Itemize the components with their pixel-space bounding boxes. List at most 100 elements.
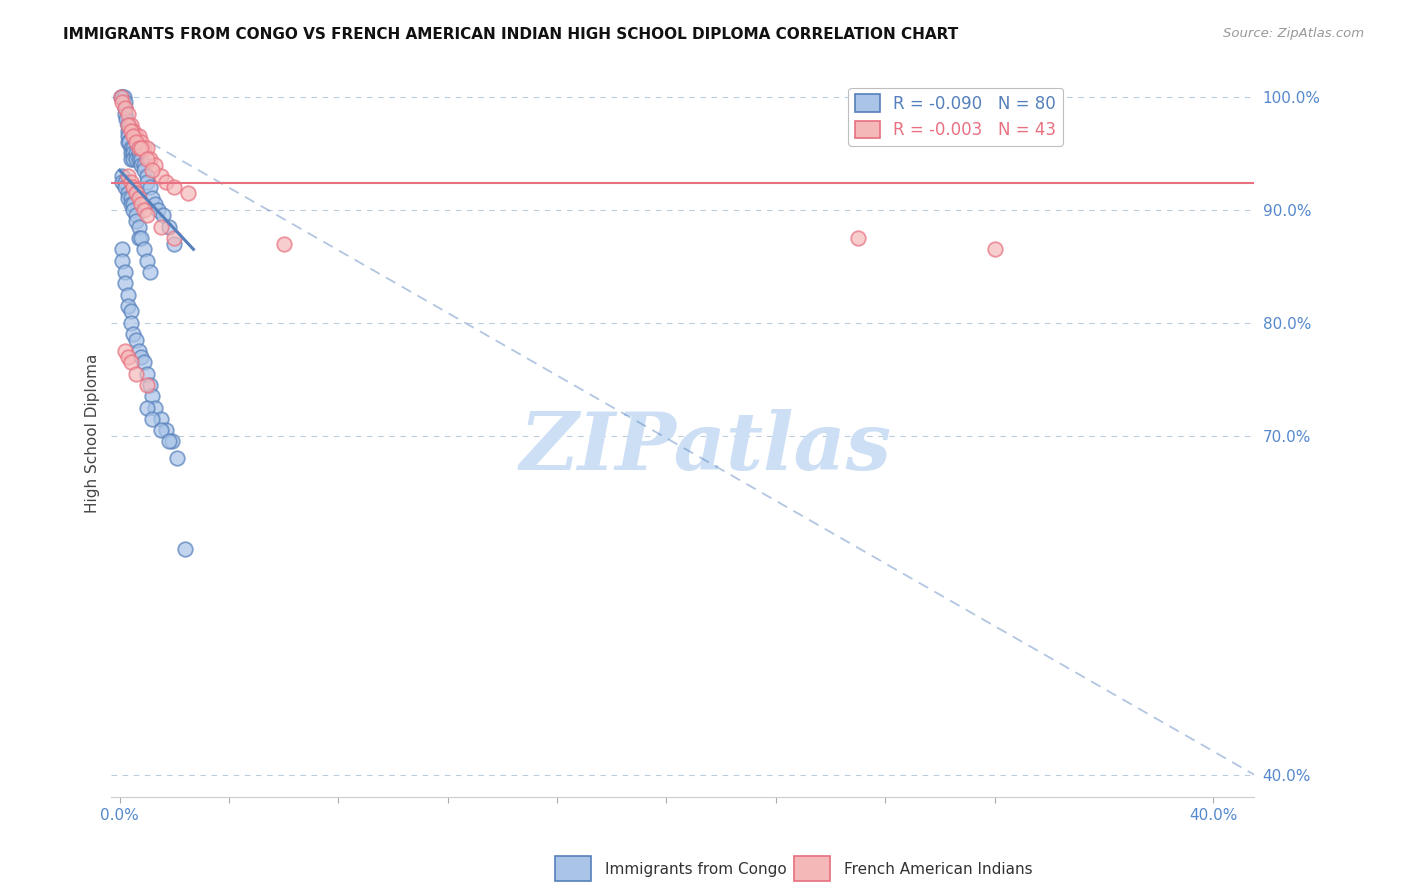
Point [136,140,159,154]
Text: Immigrants from Congo: Immigrants from Congo [605,863,786,877]
Point [114,95,136,110]
Point [141,412,163,426]
Point [131,140,153,154]
Point [117,106,139,120]
Point [111,169,134,183]
Point [131,135,153,149]
Point [155,423,177,437]
Point [115,112,138,127]
Point [136,152,159,166]
Point [174,541,197,556]
Point [111,95,134,110]
Point [136,401,159,415]
Point [120,123,142,137]
Point [111,89,134,103]
Point [120,197,142,211]
Point [111,174,134,188]
Point [120,316,142,330]
Point [122,197,145,211]
Point [149,423,172,437]
Point [131,197,153,211]
Point [141,163,163,178]
Point [134,243,156,257]
Point [125,209,148,223]
Point [136,174,159,188]
Point [177,186,200,200]
Point [131,350,153,364]
Point [983,243,1005,257]
Point [125,214,148,228]
Point [122,129,145,144]
Point [125,333,148,347]
Point [128,344,150,359]
Point [120,146,142,161]
Point [122,327,145,342]
Point [117,299,139,313]
Point [143,157,166,171]
Point [120,191,142,205]
Point [166,451,188,466]
Point [128,146,150,161]
Point [157,434,180,449]
Point [122,146,145,161]
Point [141,389,163,403]
Point [125,135,148,149]
Point [125,129,148,144]
Point [117,287,139,301]
Point [138,152,160,166]
Text: French American Indians: French American Indians [844,863,1032,877]
Point [149,169,172,183]
Point [134,202,156,217]
Point [155,174,177,188]
Point [160,434,183,449]
Point [128,140,150,154]
Point [134,157,156,171]
Point [110,89,132,103]
Point [122,123,145,137]
Point [131,157,153,171]
Point [117,118,139,132]
Point [143,197,166,211]
Point [117,186,139,200]
Point [114,101,136,115]
Point [128,231,150,245]
Point [120,140,142,154]
Point [136,253,159,268]
Text: Source: ZipAtlas.com: Source: ZipAtlas.com [1223,27,1364,40]
Point [152,209,174,223]
Y-axis label: High School Diploma: High School Diploma [86,353,100,513]
Legend: R = -0.090   N = 80, R = -0.003   N = 43: R = -0.090 N = 80, R = -0.003 N = 43 [848,87,1063,145]
Point [118,135,141,149]
Point [122,140,145,154]
Point [138,265,160,279]
Point [114,101,136,115]
Point [125,146,148,161]
Point [112,89,135,103]
Point [136,378,159,392]
Point [163,231,186,245]
Point [117,123,139,137]
Text: IMMIGRANTS FROM CONGO VS FRENCH AMERICAN INDIAN HIGH SCHOOL DIPLOMA CORRELATION : IMMIGRANTS FROM CONGO VS FRENCH AMERICAN… [63,27,959,42]
Point [114,106,136,120]
Point [122,152,145,166]
Point [114,344,136,359]
Point [163,180,186,194]
Point [125,367,148,381]
Point [128,129,150,144]
Point [125,186,148,200]
Point [120,304,142,318]
Point [117,129,139,144]
Point [114,180,136,194]
Point [128,152,150,166]
Point [163,236,186,251]
Point [136,209,159,223]
Point [120,355,142,369]
Point [125,152,148,166]
Point [110,89,132,103]
Point [114,174,136,188]
Point [846,231,869,245]
Point [117,135,139,149]
Point [138,180,160,194]
Point [117,191,139,205]
Point [136,169,159,183]
